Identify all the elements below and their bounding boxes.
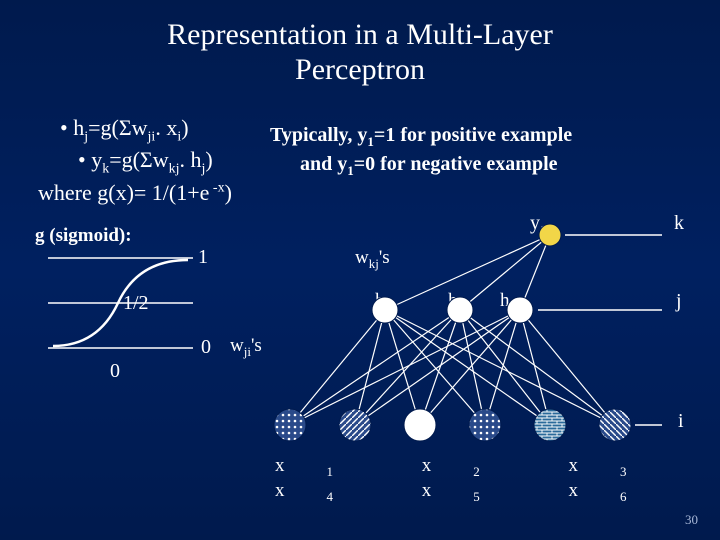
x2-label: x2 [422, 455, 522, 480]
x3-label: x3 [569, 455, 669, 480]
slide-title: Representation in a Multi-Layer Perceptr… [0, 0, 720, 87]
slide-number: 30 [685, 512, 698, 528]
sigmoid-tick-1: 1 [198, 246, 208, 269]
title-line1: Representation in a Multi-Layer [167, 18, 553, 51]
title-line2: Perceptron [295, 53, 425, 86]
equations-block: • hj=g(Σwji. xi) • yk=g(Σwkj. hj) where … [60, 115, 232, 208]
x6-label: x6 [569, 480, 669, 505]
x1-label: x1 [275, 455, 375, 480]
x4-label: x4 [275, 480, 375, 505]
x5-label: x5 [422, 480, 522, 505]
equation-gx: where g(x)= 1/(1+e -x) [38, 180, 232, 206]
equation-hj: • hj=g(Σwji. xi) [60, 115, 232, 145]
network-diagram [250, 220, 680, 455]
sigmoid-tick-0x: 0 [110, 360, 120, 383]
sigmoid-tick-half: 1/2 [123, 292, 149, 315]
x-labels-row: x1 x2 x3 x4 x5 x6 [275, 455, 720, 505]
sigmoid-tick-0y: 0 [201, 336, 211, 359]
equation-yk: • yk=g(Σwkj. hj) [60, 147, 232, 177]
sigmoid-plot: 1 1/2 0 0 [38, 248, 188, 368]
typical-note: Typically, y1=1 for positive example and… [270, 122, 572, 180]
sigmoid-label: g (sigmoid): [35, 225, 132, 247]
